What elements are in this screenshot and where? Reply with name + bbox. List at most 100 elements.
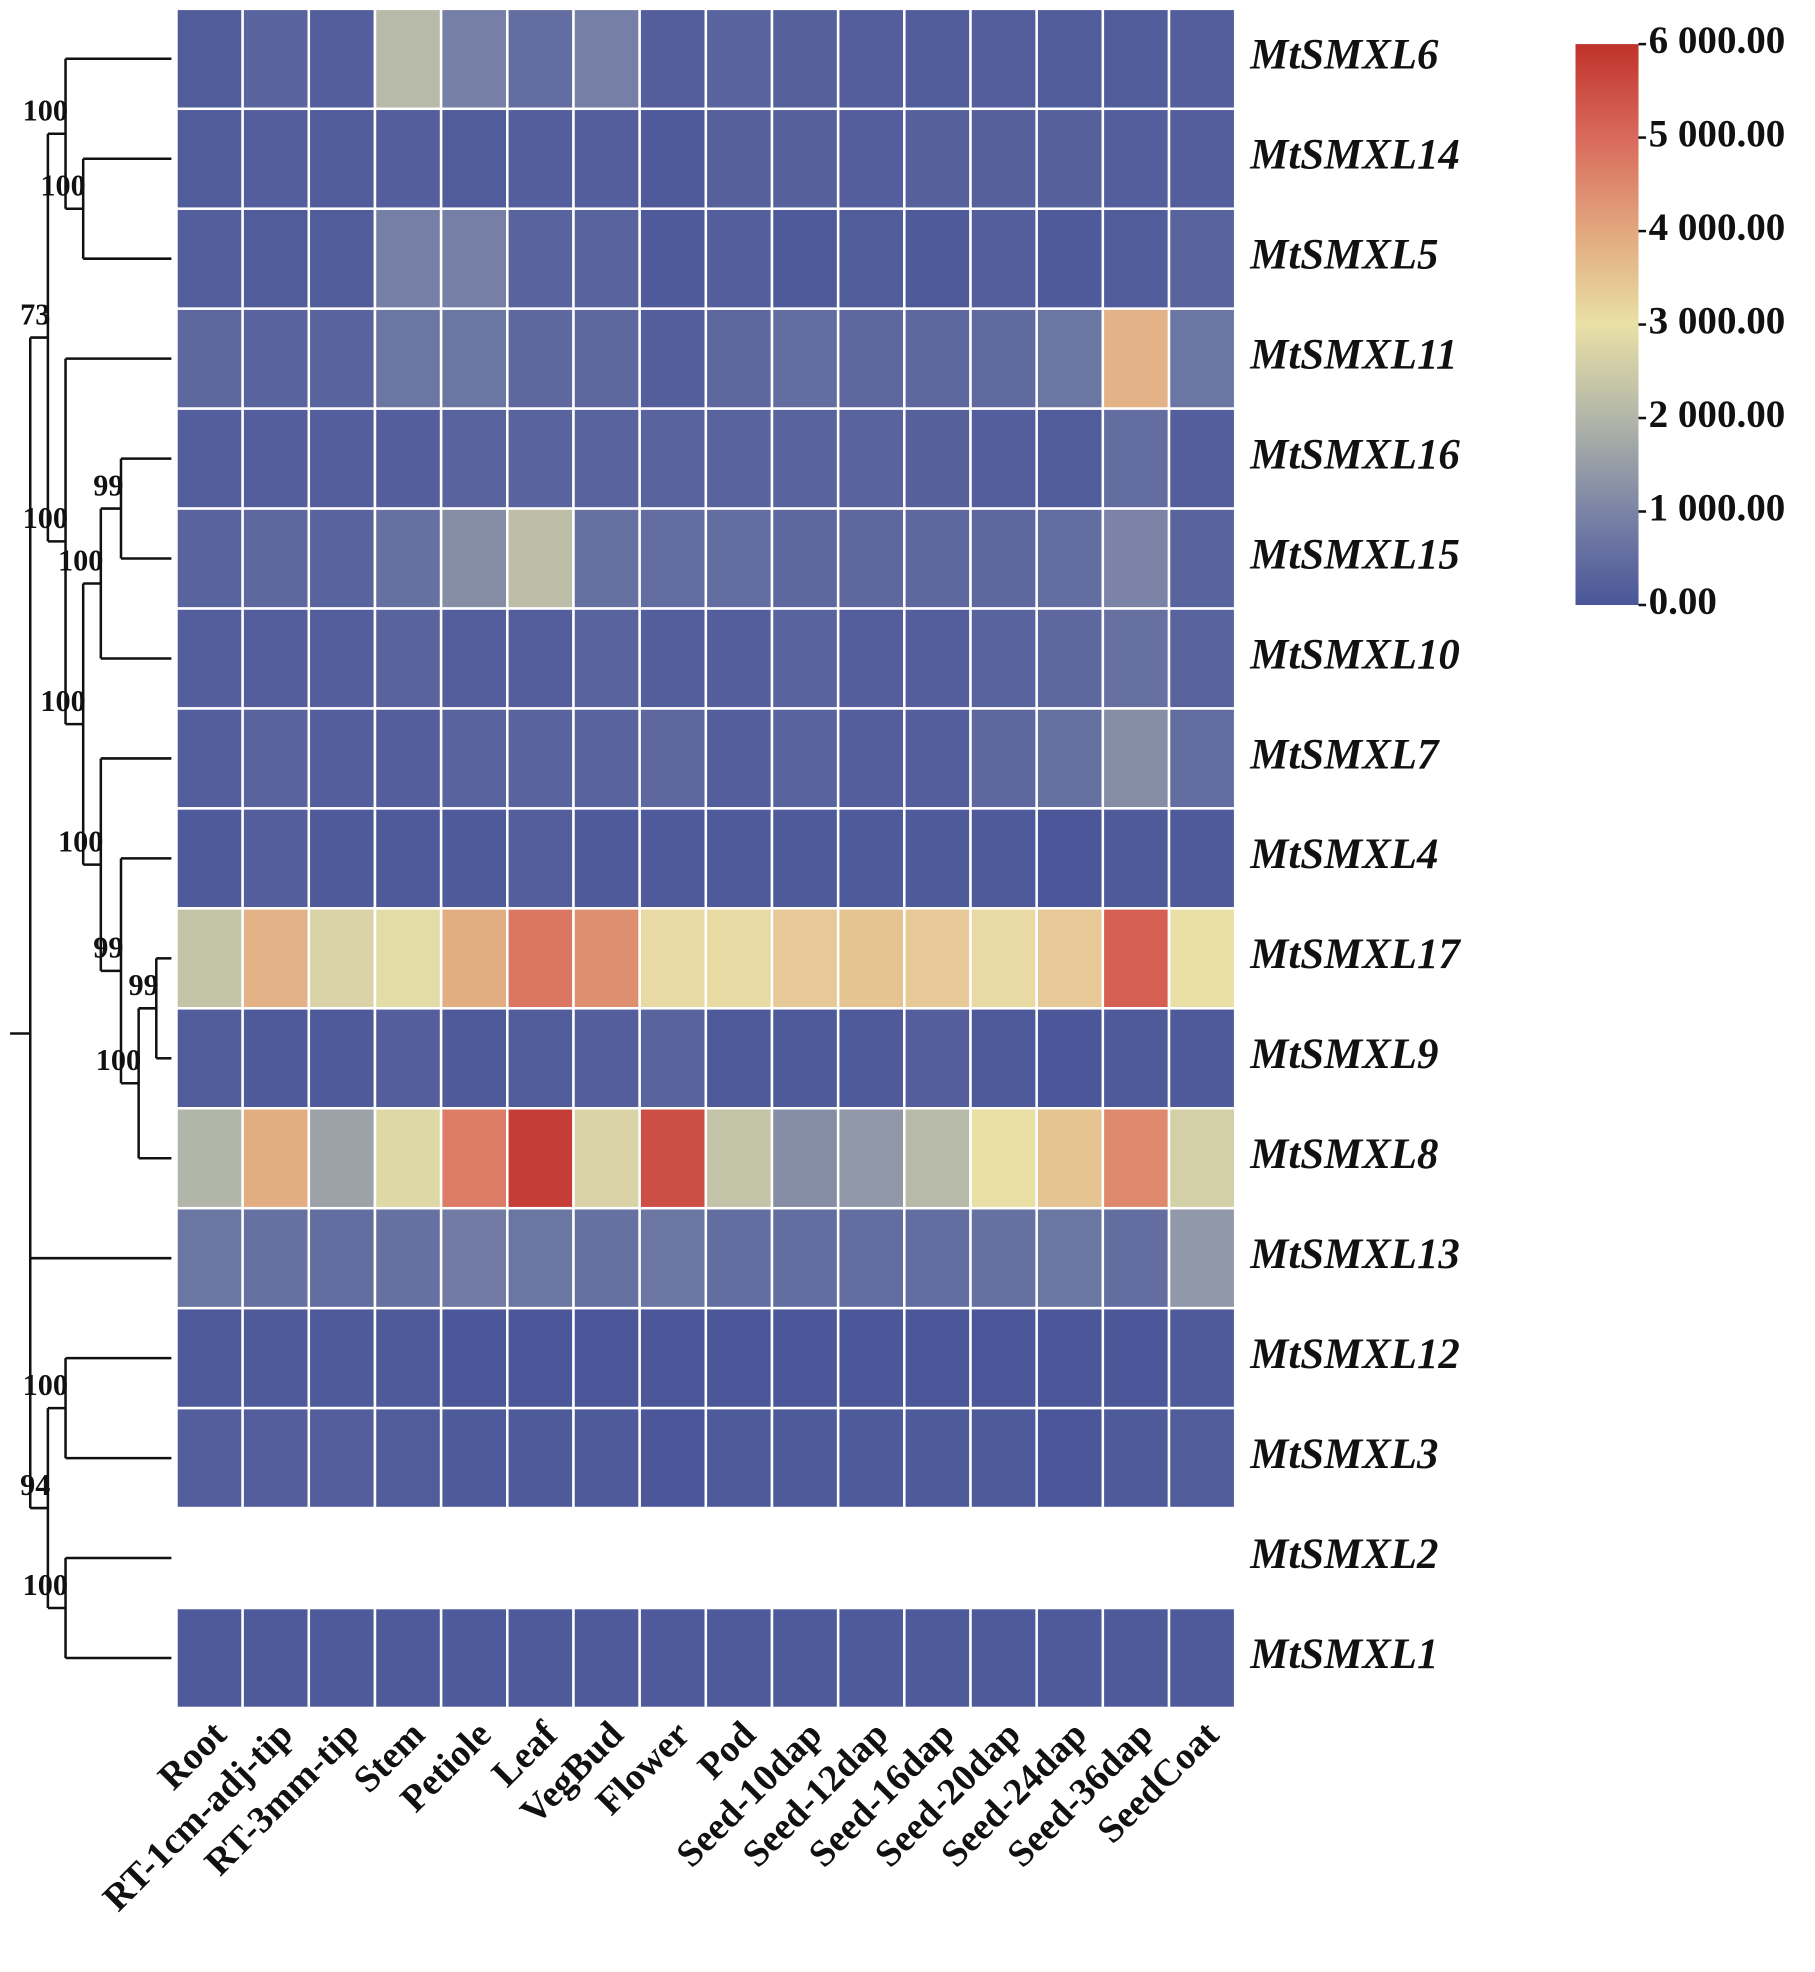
heatmap-cell [241,907,311,1010]
heatmap-cell [241,107,311,210]
heatmap-cell [903,307,972,410]
heatmap-cell [704,207,774,310]
heatmap-cell [439,407,509,510]
heatmap-cell [1101,607,1171,710]
heatmap-cell [1101,207,1171,310]
heatmap-cell [1101,7,1171,111]
row-label: MtSMXL11 [1249,331,1457,378]
heatmap-cell [969,507,1038,610]
heatmap-cell [307,807,377,910]
heatmap-cell [704,1007,774,1110]
heatmap-cell [1167,207,1237,310]
heatmap-cell [241,1306,311,1410]
heatmap-cell [175,1206,244,1310]
heatmap-cell [241,1206,311,1310]
heatmap-cell [1101,307,1171,410]
heatmap-cell [572,1206,641,1310]
heatmap-cell [770,907,840,1010]
heatmap-cell [770,607,840,710]
heatmap-cell [903,507,972,610]
heatmap-cell [638,607,708,710]
heatmap-cell [704,1107,774,1210]
heatmap-cell [638,1206,708,1310]
row-label: MtSMXL8 [1249,1131,1438,1178]
heatmap-cell [638,1007,708,1110]
heatmap-cell [770,107,840,210]
heatmap-cell [903,707,972,810]
heatmap-cell [373,7,443,111]
heatmap-cell [175,807,244,910]
heatmap-cell [1035,1406,1105,1510]
heatmap-cell [373,1206,443,1310]
heatmap-cell [373,107,443,210]
heatmap-cell [1167,1107,1237,1210]
heatmap-cell [1167,807,1237,910]
colorbar [1575,44,1639,605]
row-label: MtSMXL7 [1249,731,1440,778]
heatmap-cell [241,1606,311,1710]
heatmap-cell [770,1306,840,1410]
heatmap-cell [307,1007,377,1110]
heatmap-cell [1035,307,1105,410]
heatmap-cell [572,307,641,410]
heatmap-cell [439,1606,509,1710]
heatmap-cell [704,907,774,1010]
heatmap-cell [770,807,840,910]
heatmap-cell [1035,1606,1105,1710]
heatmap-cell [175,1007,244,1110]
heatmap-cell [175,1406,244,1510]
heatmap-cell [572,407,641,510]
heatmap-cell [704,407,774,510]
heatmap-cell [175,707,244,810]
heatmap-cell [836,1007,906,1110]
row-label: MtSMXL13 [1249,1231,1460,1278]
heatmap-cell [836,207,906,310]
heatmap-cell [572,507,641,610]
heatmap-cell [836,707,906,810]
heatmap-cell [175,1306,244,1410]
heatmap-cell [969,907,1038,1010]
heatmap-cell [969,1306,1038,1410]
heatmap-cell [373,907,443,1010]
heatmap-cell [770,1107,840,1210]
heatmap-cell [638,807,708,910]
heatmap-cell [903,1606,972,1710]
heatmap-cell [969,407,1038,510]
heatmap-cell [572,1007,641,1110]
heatmap-cell [307,1306,377,1410]
heatmap-cell [1167,707,1237,810]
heatmap-cell [506,507,575,610]
heatmap-cell [1035,707,1105,810]
heatmap-cell [572,1606,641,1710]
bootstrap-label: 99 [129,968,159,1002]
heatmap-cell [903,807,972,910]
heatmap-cell [572,907,641,1010]
heatmap-cell [704,607,774,710]
heatmap-cell [638,1306,708,1410]
heatmap-cell [836,607,906,710]
heatmap-cell [439,1406,509,1510]
heatmap-cell [1101,707,1171,810]
heatmap-cell [506,607,575,710]
heatmap-cell [638,407,708,510]
heatmap-cell [572,1406,641,1510]
bootstrap-label: 73 [20,297,50,331]
heatmap-cell [1035,1007,1105,1110]
heatmap-cell [175,307,244,410]
heatmap-cell [836,307,906,410]
heatmap-cell [704,7,774,111]
heatmap-cell [1101,1606,1171,1710]
heatmap-cell [241,1107,311,1210]
heatmap-cell [770,7,840,111]
row-label: MtSMXL1 [1249,1631,1438,1678]
heatmap-cell [1167,407,1237,510]
bootstrap-label: 100 [96,1043,141,1077]
heatmap-cell [836,507,906,610]
heatmap-cell [572,7,641,111]
heatmap-cell [175,407,244,510]
heatmap-cell [373,607,443,710]
heatmap-cell [836,1206,906,1310]
heatmap-cell [969,807,1038,910]
heatmap-cell [241,507,311,610]
